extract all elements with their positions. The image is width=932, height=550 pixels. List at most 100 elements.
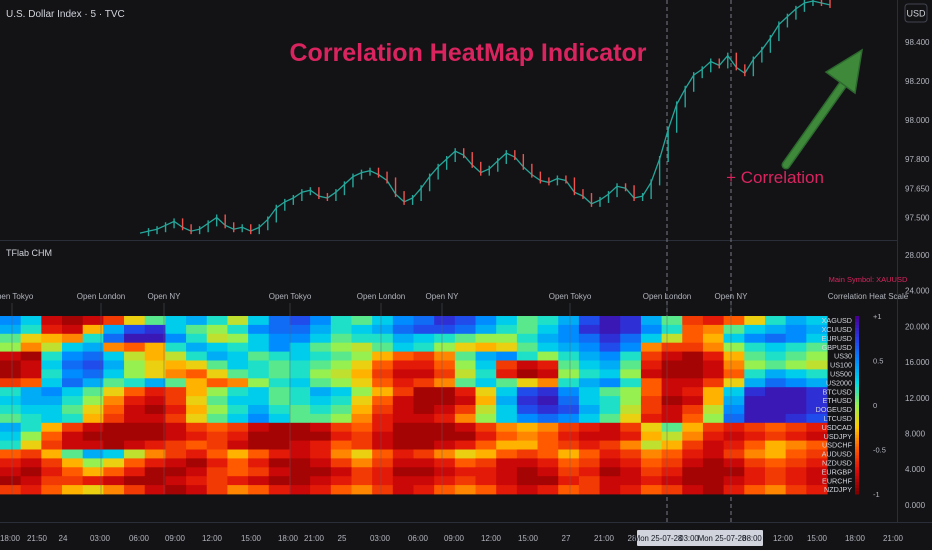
heatmap-cell <box>599 405 621 415</box>
heatmap-cell <box>434 405 456 415</box>
heatmap-cell <box>268 413 291 424</box>
scale-swatch <box>855 419 859 424</box>
heatmap-cell <box>165 378 187 388</box>
heatmap-cell <box>806 396 828 406</box>
correlation-heatmap[interactable] <box>0 316 828 495</box>
heatmap-cell <box>537 324 559 335</box>
heatmap-cell <box>682 396 704 406</box>
heatmap-cell <box>682 485 704 495</box>
currency-button[interactable]: USD <box>904 3 928 23</box>
heatmap-cell <box>372 387 394 397</box>
session-label: Open London <box>643 292 692 301</box>
heatmap-cell <box>413 458 435 468</box>
heatmap-cell <box>62 413 84 424</box>
heatmap-cell <box>20 351 42 361</box>
heatmap-cell <box>206 422 229 433</box>
heatmap-cell <box>723 396 745 406</box>
heatmap-cell <box>144 342 166 352</box>
heatmap-cell <box>744 405 766 415</box>
heatmap-cell <box>661 449 683 459</box>
heatmap-cell <box>640 405 663 415</box>
heatmap-cell <box>206 440 229 450</box>
heatmap-cell <box>682 351 704 361</box>
symbol-label: US100 <box>830 361 852 370</box>
heatmap-cell <box>640 431 663 441</box>
heatmap-cell <box>599 467 621 477</box>
symbol-title[interactable]: U.S. Dollar Index · 5 · TVC <box>6 9 125 20</box>
heatmap-cell <box>124 458 146 468</box>
heatmap-cell <box>516 387 539 397</box>
heatmap-cell <box>103 351 125 361</box>
heatmap-cell <box>661 396 683 406</box>
heatmap-cell <box>248 369 270 379</box>
heatmap-cell <box>41 422 63 433</box>
heatmap-cell <box>764 369 787 379</box>
scale-swatch <box>855 324 859 329</box>
heatmap-cell <box>186 413 208 424</box>
scale-swatch <box>855 375 859 379</box>
scale-swatch <box>855 443 859 448</box>
heatmap-cell <box>413 485 435 495</box>
heatmap-cell <box>682 458 704 468</box>
heatmap-cell <box>475 351 497 361</box>
heatmap-cell <box>599 440 621 450</box>
heatmap-cell <box>620 422 642 433</box>
crosshair-time-label: Mon 25-07-28 <box>634 534 683 543</box>
scale-swatch <box>855 366 859 370</box>
heatmap-cell <box>764 476 787 486</box>
heatmap-cell <box>248 387 270 397</box>
heatmap-cell <box>496 387 518 397</box>
heatmap-cell <box>702 422 725 433</box>
heatmap-cell <box>268 387 291 397</box>
session-label: Open NY <box>715 292 749 301</box>
heatmap-cell <box>351 387 373 397</box>
heatmap-cell <box>558 440 580 450</box>
symbol-label: US30 <box>834 352 852 361</box>
heatmap-cell <box>268 467 291 477</box>
heatmap-cell <box>764 422 787 433</box>
heatmap-cell <box>599 413 621 424</box>
heatmap-cell <box>62 422 84 433</box>
heatmap-cell <box>248 324 270 335</box>
heatmap-cell <box>330 369 353 379</box>
heatmap-cell <box>0 378 22 388</box>
heatmap-cell <box>103 333 125 344</box>
scale-swatch <box>855 321 859 326</box>
heatmap-cell <box>764 449 787 459</box>
heatmap-cell <box>661 378 683 388</box>
heatmap-cell <box>20 324 42 335</box>
heatmap-cell <box>82 467 104 477</box>
time-tick-label: 06:00 <box>408 534 429 543</box>
heatmap-cell <box>103 387 125 397</box>
heatmap-cell <box>165 422 187 433</box>
time-axis[interactable]: 18:00 21:50 24 03:00 06:00 09:00 12:00 15:00 18:… <box>0 530 904 546</box>
heatmap-cell <box>186 333 208 344</box>
heatmap-cell <box>41 485 63 495</box>
heatmap-cell <box>475 422 497 433</box>
scale-swatch <box>855 316 859 320</box>
price-tick-label: 98.200 <box>905 77 930 86</box>
heatmap-cell <box>723 476 745 486</box>
lower-price-axis[interactable]: 28.000 24.000 20.000 16.000 12.000 8.000 4.000… <box>905 251 930 510</box>
heatmap-cell <box>62 351 84 361</box>
heatmap-cell <box>82 405 104 415</box>
heatmap-cell <box>124 324 146 335</box>
indicator-name[interactable]: TFlab CHM <box>6 248 52 258</box>
heatmap-cell <box>206 467 229 477</box>
heatmap-cell <box>206 476 229 486</box>
upper-price-axis[interactable]: 98.400 98.200 98.000 97.800 97.650 97.500 <box>905 38 930 223</box>
heatmap-cell <box>558 431 580 441</box>
heatmap-cell <box>103 413 125 424</box>
heatmap-cell <box>640 413 663 424</box>
heatmap-cell <box>351 440 373 450</box>
heatmap-cell <box>330 476 353 486</box>
heatmap-cell <box>702 449 725 459</box>
scale-swatch <box>855 399 859 403</box>
heatmap-cell <box>82 360 104 370</box>
heatmap-cell <box>0 316 22 326</box>
heatmap-cell <box>785 485 807 495</box>
heatmap-cell <box>144 413 166 424</box>
heatmap-cell <box>723 316 745 326</box>
heatmap-cell <box>392 324 415 335</box>
